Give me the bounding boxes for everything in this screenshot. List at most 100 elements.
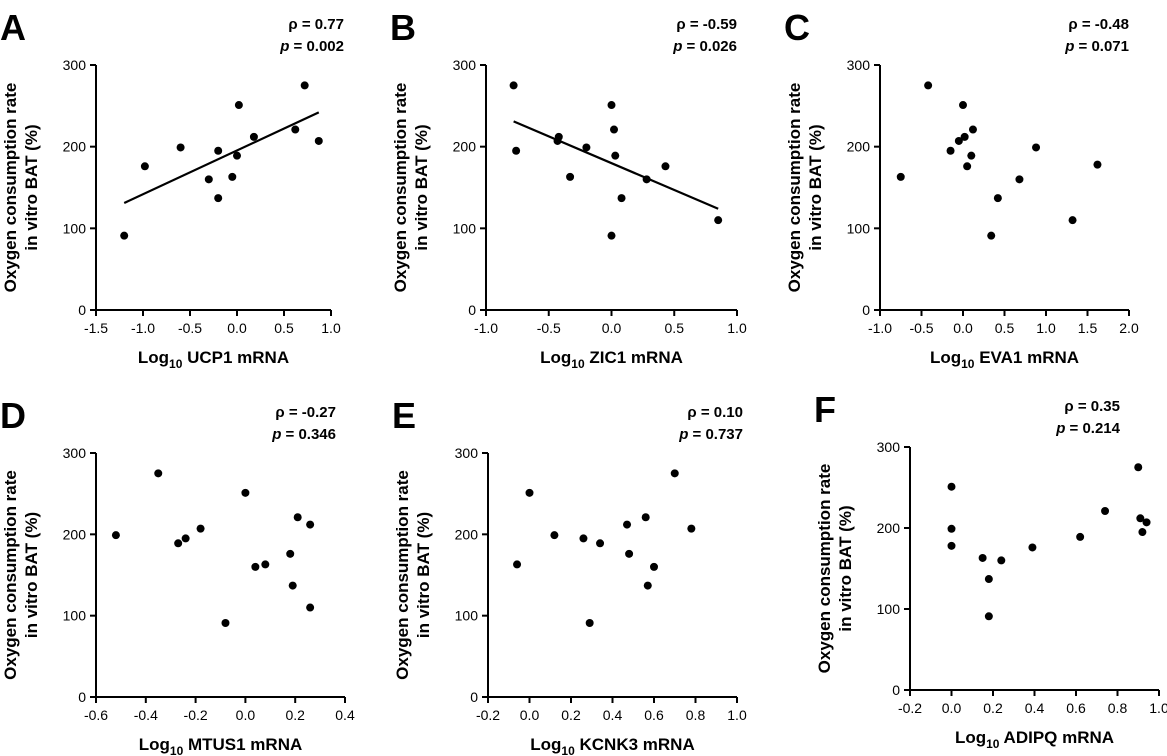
panel-a-y-axis-title: Oxygen consumption rate in vitro BAT (%) bbox=[1, 83, 41, 293]
panel-a-data-point bbox=[214, 194, 223, 203]
panel-a-x-axis-title: Log10 UCP1 mRNA bbox=[138, 348, 289, 371]
panel-a-x-tick-label: -0.5 bbox=[178, 320, 202, 336]
panel-e-data-point bbox=[579, 534, 588, 543]
panel-b-x-tick-label: 1.0 bbox=[727, 320, 747, 336]
panel-c-data-point bbox=[968, 125, 977, 134]
panel-b-x-tick-label: 0.5 bbox=[665, 320, 685, 336]
panel-a-data-point bbox=[249, 132, 258, 141]
panel-c-x-tick-label: 0.5 bbox=[995, 320, 1015, 336]
panel-b-data-point bbox=[566, 172, 575, 181]
panel-c-x-tick-label: -1.0 bbox=[868, 320, 892, 336]
panel-c-y-tick-label: 300 bbox=[847, 57, 871, 73]
panel-f-data-point bbox=[947, 541, 956, 550]
panel-c-y-tick-label: 200 bbox=[847, 139, 871, 155]
panel-b-letter: B bbox=[390, 7, 416, 48]
panel-e-data-point bbox=[596, 539, 605, 548]
panel-b-data-point bbox=[512, 146, 521, 155]
panel-d-x-tick-label: 0.0 bbox=[236, 707, 256, 723]
panel-d-x-tick-label: -0.4 bbox=[134, 707, 158, 723]
panel-f-data-point bbox=[1138, 528, 1147, 537]
panel-a-x-tick-label: -1.5 bbox=[84, 320, 108, 336]
panel-c-x-tick-label: -0.5 bbox=[909, 320, 933, 336]
panel-e-x-tick-label: -0.2 bbox=[476, 707, 500, 723]
panel-e-x-tick-label: 0.8 bbox=[686, 707, 706, 723]
panel-d-y-tick-label: 100 bbox=[63, 608, 87, 624]
panel-f-rho: ρ = 0.35 bbox=[1064, 398, 1120, 415]
panel-c-data-point bbox=[987, 231, 996, 240]
panel-d-y-tick-label: 200 bbox=[63, 526, 87, 542]
panel-a-y-tick-label: 300 bbox=[63, 57, 87, 73]
panel-a-y-tick-label: 200 bbox=[63, 139, 87, 155]
panel-f-x-tick-label: 0.4 bbox=[1025, 700, 1045, 716]
panel-b-y-tick-label: 0 bbox=[468, 302, 476, 318]
panel-c-y-tick-label: 0 bbox=[862, 302, 870, 318]
panel-e-letter: E bbox=[392, 395, 416, 436]
panel-c-data-point bbox=[946, 146, 955, 155]
panel-f-data-point bbox=[947, 482, 956, 491]
panel-f-data-point bbox=[984, 575, 993, 584]
panel-c-data-point bbox=[1032, 143, 1041, 152]
panel-c-y-axis-title: Oxygen consumption rate in vitro BAT (%) bbox=[785, 83, 825, 293]
panel-b-y-axis-title: Oxygen consumption rate in vitro BAT (%) bbox=[391, 83, 431, 293]
panel-f-y-tick-label: 200 bbox=[877, 520, 901, 536]
panel-d-data-point bbox=[293, 513, 302, 522]
panel-b-x-tick-label: -0.5 bbox=[537, 320, 561, 336]
panel-e-data-point bbox=[525, 488, 534, 497]
panel-c-data-point bbox=[954, 136, 963, 145]
panel-c-y-tick-label: 100 bbox=[847, 220, 871, 236]
panel-d-y-tick-label: 300 bbox=[63, 445, 87, 461]
panel-f-x-tick-label: 0.6 bbox=[1066, 700, 1086, 716]
panel-b-data-point bbox=[611, 151, 620, 160]
panel-b-data-point bbox=[661, 162, 670, 171]
panel-f-letter: F bbox=[814, 389, 836, 430]
panel-d-x-tick-label: -0.2 bbox=[184, 707, 208, 723]
panel-f-p-value: p = 0.214 bbox=[1055, 420, 1120, 437]
panel-f-x-tick-label: 0.2 bbox=[983, 700, 1003, 716]
panel-d-rho: ρ = -0.27 bbox=[275, 404, 336, 421]
panel-b-x-axis-title: Log10 ZIC1 mRNA bbox=[540, 348, 683, 371]
panel-b-y-tick-label: 200 bbox=[453, 139, 477, 155]
panel-a-x-tick-label: 0.0 bbox=[227, 320, 247, 336]
panel-f-x-tick-label: -0.2 bbox=[898, 700, 922, 716]
panel-f-data-point bbox=[1134, 463, 1143, 472]
panel-e-y-axis-title: Oxygen consumption rate in vitro BAT (%) bbox=[393, 470, 433, 680]
panel-d-data-point bbox=[288, 581, 297, 590]
panel-c-data-point bbox=[959, 101, 967, 110]
panel-e-data-point bbox=[513, 560, 522, 569]
panel-d-data-point bbox=[286, 549, 295, 558]
panel-e-x-tick-label: 0.6 bbox=[644, 707, 664, 723]
panel-b-y-tick-label: 100 bbox=[453, 220, 477, 236]
panel-f-data-point bbox=[1028, 543, 1037, 552]
panel-c-p-value: p = 0.071 bbox=[1064, 38, 1129, 55]
panel-e-x-tick-label: 0.2 bbox=[561, 707, 581, 723]
panel-a-data-point bbox=[300, 81, 309, 90]
panel-d-data-point bbox=[174, 539, 183, 548]
panel-d-y-tick-label: 0 bbox=[78, 689, 86, 705]
panel-a-data-point bbox=[204, 175, 213, 184]
panel-b-data-point bbox=[582, 143, 591, 152]
panel-e-data-point bbox=[625, 549, 634, 558]
panel-f-data-point bbox=[997, 556, 1006, 565]
panel-e-data-point bbox=[641, 513, 650, 522]
panel-c-x-axis-title: Log10 EVA1 mRNA bbox=[930, 348, 1079, 371]
panel-c-data-point bbox=[993, 194, 1002, 203]
panel-f-y-tick-label: 100 bbox=[877, 601, 901, 617]
panel-b-x-tick-label: -1.0 bbox=[474, 320, 498, 336]
panel-a-x-tick-label: 1.0 bbox=[321, 320, 341, 336]
panel-d-p-value: p = 0.346 bbox=[271, 426, 336, 443]
panel-a-rho: ρ = 0.77 bbox=[288, 16, 344, 33]
panel-e-x-tick-label: 0.4 bbox=[603, 707, 623, 723]
panel-f-x-axis-title: Log10 ADIPQ mRNA bbox=[955, 728, 1114, 751]
panel-c-x-tick-label: 1.5 bbox=[1078, 320, 1098, 336]
panel-d-data-point bbox=[111, 531, 120, 540]
panel-e-y-tick-label: 0 bbox=[470, 689, 478, 705]
panel-a-data-point bbox=[234, 101, 243, 110]
panel-d-y-axis-title: Oxygen consumption rate in vitro BAT (%) bbox=[1, 470, 41, 680]
panel-f-data-point bbox=[1076, 532, 1085, 541]
panel-b-data-point bbox=[509, 81, 518, 90]
panel-f-data-point bbox=[984, 612, 993, 621]
panel-b-p-value: p = 0.026 bbox=[672, 38, 737, 55]
